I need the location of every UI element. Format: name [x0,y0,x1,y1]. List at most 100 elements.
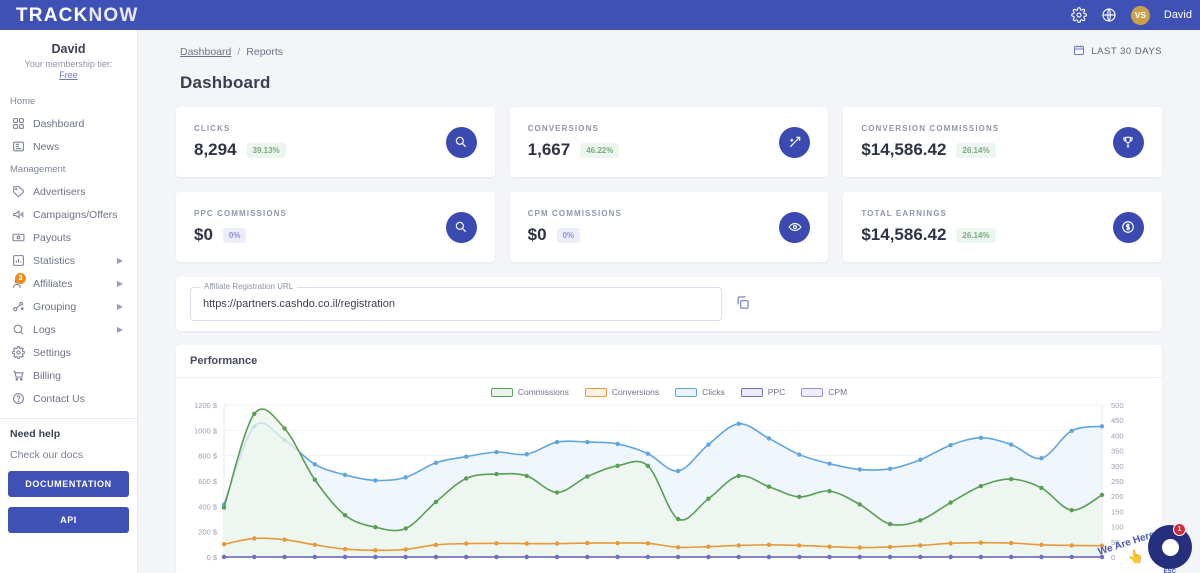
sidebar-item-contact-us[interactable]: Contact Us [0,387,137,410]
legend-item-clicks[interactable]: Clicks [675,387,725,397]
sidebar-item-affiliates[interactable]: 3 Affiliates ▶ [0,272,137,295]
click-icon [445,126,477,158]
sidebar-item-logs[interactable]: Logs ▶ [0,318,137,341]
breadcrumb: Dashboard / Reports LAST 30 DAYS [138,30,1200,59]
sidebar-plan-link[interactable]: Free [59,70,78,80]
stat-cards-grid: CLICKS 8,294 39.13% CONVERSIONS 1,667 46… [138,93,1200,262]
newspaper-icon [12,140,25,153]
legend-item-cpm[interactable]: CPM [801,387,847,397]
card-info: CONVERSIONS 1,667 46.22% [528,124,780,160]
card-badge: 46.22% [580,142,620,158]
card-label: PPC COMMISSIONS [194,209,287,218]
performance-panel: Performance Commissions Conversions Clic… [176,345,1162,573]
stat-card-ppc-commissions[interactable]: PPC COMMISSIONS $0 0% [176,192,495,262]
sidebar-item-campaigns-offers[interactable]: Campaigns/Offers [0,203,137,226]
legend-item-conversions[interactable]: Conversions [584,387,659,397]
gear-icon [12,346,25,359]
chat-bubble-icon [1161,538,1179,556]
card-value-row: 8,294 39.13% [194,140,446,160]
trophy-icon [1112,126,1144,158]
sidebar-item-news[interactable]: News [0,135,137,158]
card-value: 1,667 [527,140,571,159]
stat-card-conversion-commissions[interactable]: CONVERSION COMMISSIONS $14,586.42 26.14% [843,107,1162,177]
sidebar-user-name: David [51,42,86,56]
stat-card-cpm-commissions[interactable]: CPM COMMISSIONS $0 0% [509,192,829,262]
sidebar-item-payouts[interactable]: Payouts [0,226,137,249]
help-subtitle: Check our docs [10,449,83,461]
affiliate-url-panel: Affiliate Registration URL https://partn… [176,277,1162,331]
card-badge: 26.14% [956,227,996,243]
main-content: Dashboard / Reports LAST 30 DAYS Dashboa… [138,30,1200,573]
affiliate-url-label: Affiliate Registration URL [200,282,298,291]
api-button[interactable]: API [8,507,129,533]
card-value-row: $0 0% [194,225,446,245]
logo-main: TRACK [16,4,89,26]
performance-chart[interactable]: 0 $ 200 $ 400 $ 600 $ 800 $ 1000 $ 1200 $ 0 50 10… [176,397,1162,572]
stat-card-total-earnings[interactable]: TOTAL EARNINGS $14,586.42 26.14% [843,192,1162,262]
sidebar-section-title-home: Home [10,96,36,107]
date-range-label: LAST 30 DAYS [1091,46,1162,57]
sidebar-tier-label: Your membership tier: [24,59,113,69]
page-title: Dashboard [180,73,271,92]
date-range-selector[interactable]: LAST 30 DAYS [1073,44,1162,59]
gear-icon[interactable] [1071,7,1087,23]
svg-text:600 $: 600 $ [198,477,218,486]
performance-title: Performance [176,345,1162,378]
question-icon [12,392,25,405]
click-icon [445,211,477,243]
sidebar-item-label: Dashboard [33,117,85,130]
legend-item-commissions[interactable]: Commissions [490,387,569,397]
svg-text:0: 0 [1111,553,1115,562]
svg-text:50: 50 [1111,538,1119,547]
sidebar-item-dashboard[interactable]: Dashboard [0,112,137,135]
copy-icon[interactable] [735,295,753,313]
legend-item-ppc[interactable]: PPC [740,387,785,397]
help-title: Need help [10,428,61,440]
legend-label: Clicks [702,387,725,397]
svg-text:200 $: 200 $ [198,528,218,537]
card-value-row: $14,586.42 26.14% [861,225,1113,245]
chart-legend: Commissions Conversions Clicks PPC CPM [176,378,1162,397]
app-logo[interactable]: TRACKNOW [16,6,139,25]
sidebar-help-block: Need help Check our docs [0,419,137,461]
chevron-right-icon: ▶ [116,302,123,311]
globe-icon[interactable] [1101,7,1117,23]
sidebar-item-grouping[interactable]: Grouping ▶ [0,295,137,318]
breadcrumb-parent[interactable]: Dashboard [180,45,232,58]
affiliate-url-field[interactable]: Affiliate Registration URL https://partn… [190,282,722,321]
user-name-label[interactable]: David [1163,9,1192,21]
stat-card-conversions[interactable]: CONVERSIONS 1,667 46.22% [509,107,829,177]
card-label: CLICKS [194,124,231,133]
sidebar-item-advertisers[interactable]: Advertisers [0,180,137,203]
card-value: $0 [194,225,213,244]
sidebar-item-settings[interactable]: Settings [0,341,137,364]
chevron-right-icon: ▶ [116,325,123,334]
top-bar: TRACKNOW VS David [0,0,1200,30]
sidebar-item-label: Advertisers [33,185,86,198]
avatar[interactable]: VS [1130,5,1150,25]
sidebar-item-billing[interactable]: Billing [0,364,137,387]
documentation-button[interactable]: DOCUMENTATION [8,471,129,497]
sidebar-item-label: Grouping [33,300,77,313]
svg-text:200: 200 [1111,492,1124,501]
sidebar-item-statistics[interactable]: Statistics ▶ [0,249,137,272]
sidebar-section-title-management: Management [10,164,66,175]
breadcrumb-separator: / [237,45,241,58]
legend-label: CPM [828,387,848,397]
card-value: $14,586.42 [861,225,947,244]
stat-card-clicks[interactable]: CLICKS 8,294 39.13% [176,107,495,177]
esc-label: ESC [1163,569,1176,573]
chat-widget-button[interactable]: 1 [1148,523,1192,569]
sidebar: David Your membership tier: Free Home Da… [0,30,138,573]
svg-text:1000 $: 1000 $ [194,426,218,435]
svg-text:300: 300 [1111,462,1124,471]
card-label: CPM COMMISSIONS [527,209,622,218]
sidebar-item-label: Affiliates [33,277,73,290]
legend-swatch [740,387,763,397]
svg-text:0 $: 0 $ [207,553,218,562]
card-label: CONVERSIONS [527,124,599,133]
megaphone-icon [12,208,25,221]
sidebar-item-label: News [33,140,60,153]
sidebar-item-label: Contact Us [33,392,85,405]
